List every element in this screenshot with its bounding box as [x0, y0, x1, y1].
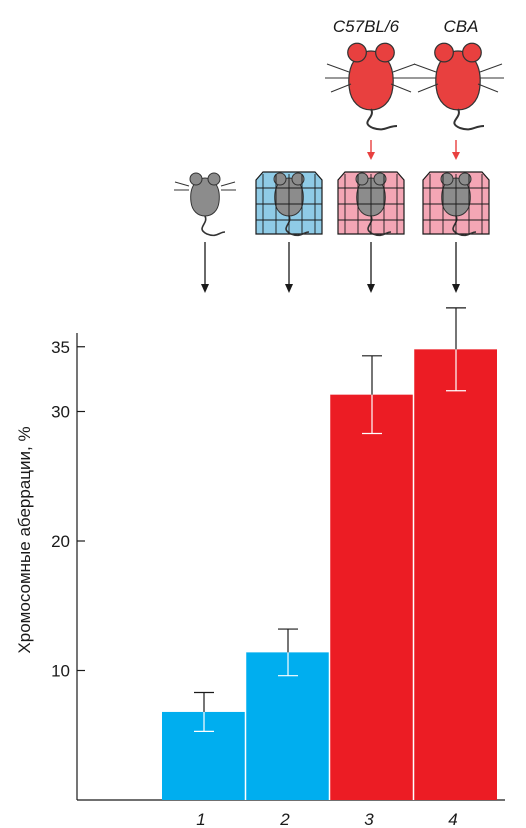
- red-arrow-3: [367, 140, 375, 160]
- y-tick-label-10: 10: [51, 662, 70, 681]
- cage-2: [255, 171, 323, 237]
- x-tick-label-4: 4: [448, 810, 457, 828]
- x-tick-label-1: 1: [196, 810, 205, 828]
- error-bar-2: [278, 628, 298, 677]
- y-tick-label-20: 20: [51, 532, 70, 551]
- arrow-2: [285, 242, 293, 293]
- stressor-mouse-c57bl6: [325, 42, 417, 131]
- y-tick-label-30: 30: [51, 403, 70, 422]
- error-bar-1: [194, 691, 214, 732]
- bar-2: [246, 652, 329, 800]
- arrow-1: [201, 242, 209, 293]
- bar-3: [330, 394, 413, 800]
- error-bar-3: [362, 355, 382, 435]
- cage-4: [422, 171, 490, 237]
- error-bar-4: [446, 307, 466, 392]
- strain-label-4: CBA: [444, 17, 479, 36]
- x-tick-labels: 1 2 3 4: [196, 810, 457, 828]
- strain-label-3: C57BL/6: [333, 17, 400, 36]
- free-mouse-1: [174, 172, 236, 237]
- bars: [162, 349, 497, 800]
- stressor-mouse-cba: [412, 42, 504, 131]
- x-tick-label-3: 3: [364, 810, 374, 828]
- y-tick-label-35: 35: [51, 338, 70, 357]
- bar-chart: 10 20 30 35 1 2 3 4 Хромосомные аберрации, %: [15, 307, 505, 828]
- error-bars: [194, 307, 466, 732]
- illustration: C57BL/6 CBA: [174, 17, 504, 293]
- red-arrow-4: [452, 140, 460, 160]
- arrow-4: [452, 242, 460, 293]
- y-ticks: 10 20 30 35: [51, 338, 85, 681]
- cage-3: [337, 171, 405, 237]
- x-tick-label-2: 2: [279, 810, 290, 828]
- y-axis-label: Хромосомные аберрации, %: [15, 426, 34, 653]
- arrow-3: [367, 242, 375, 293]
- bar-4: [414, 349, 497, 800]
